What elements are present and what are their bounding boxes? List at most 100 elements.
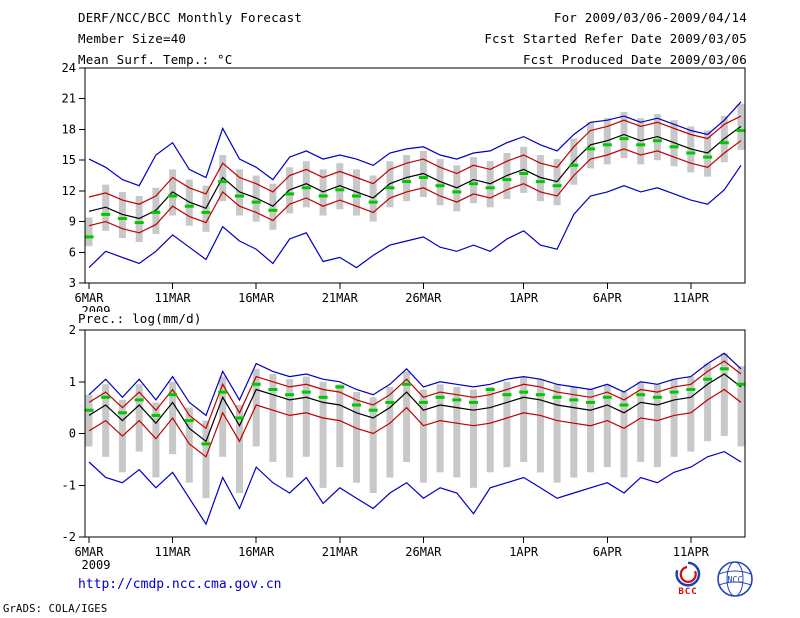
plot-frame	[84, 67, 746, 284]
observation-dash	[168, 393, 178, 397]
observation-dash	[636, 393, 646, 397]
observation-dash	[435, 184, 445, 188]
source-url-link[interactable]: http://cmdp.ncc.cma.gov.cn	[78, 577, 282, 592]
x-tick-label: 1APR	[509, 291, 539, 305]
x-tick-label: 11MAR	[155, 545, 192, 559]
x-tick-label: 6MAR	[75, 291, 105, 305]
ensemble-spread-bar	[486, 386, 494, 473]
ensemble-spread-bar	[553, 384, 561, 483]
ensemble-spread-bar	[152, 402, 160, 478]
observation-dash	[184, 419, 194, 423]
ensemble-spread-bar	[570, 386, 578, 478]
x-axis-year-label: 2009	[82, 558, 111, 569]
observation-dash	[318, 395, 328, 399]
y-tick-label: 21	[62, 92, 76, 106]
ensemble-spread-bar	[637, 381, 645, 462]
observation-dash	[285, 192, 295, 196]
y-tick-label: -1	[62, 478, 76, 492]
observation-dash	[469, 182, 478, 186]
observation-dash	[352, 194, 361, 198]
observation-dash	[235, 416, 244, 420]
observation-dash	[368, 408, 378, 412]
x-tick-label: 6MAR	[75, 545, 105, 559]
grads-credit: GrADS: COLA/IGES	[3, 603, 108, 615]
forecast-range-label: For 2009/03/06-2009/04/14	[553, 10, 747, 25]
bcc-logo-icon	[675, 561, 701, 587]
y-tick-label: -2	[62, 530, 76, 544]
observation-dash	[602, 143, 612, 147]
observation-dash	[402, 180, 412, 184]
observation-dash	[168, 194, 178, 198]
observation-dash	[101, 395, 111, 399]
ensemble-spread-bar	[520, 376, 528, 462]
observation-dash	[636, 143, 646, 147]
y-tick-label: 12	[62, 184, 76, 198]
observation-dash	[452, 398, 462, 402]
observation-dash	[235, 194, 244, 198]
ensemble-spread-bar	[85, 217, 93, 247]
refer-date-label: Fcst Started Refer Date 2009/03/05	[484, 31, 747, 46]
observation-dash	[586, 147, 595, 151]
ensemble-spread-bar	[403, 371, 411, 462]
observation-dash	[669, 390, 679, 394]
lower-quartile-line	[88, 388, 742, 458]
observation-dash	[703, 155, 713, 159]
y-tick-label: 24	[62, 62, 76, 75]
observation-dash	[251, 382, 261, 386]
ensemble-mean-line	[88, 373, 742, 443]
ensemble-spread-bar	[687, 376, 695, 452]
ensemble-spread-bar	[185, 407, 193, 483]
ensemble-spread-bar	[319, 381, 327, 488]
observation-dash	[335, 188, 345, 192]
observation-dash	[569, 398, 579, 402]
observation-dash	[719, 141, 729, 145]
observation-dash	[368, 200, 378, 204]
x-tick-label: 1APR	[509, 545, 539, 559]
x-tick-label: 26MAR	[405, 291, 442, 305]
ensemble-spread-bar	[369, 397, 377, 493]
observation-dash	[385, 400, 395, 404]
ensemble-spread-bar	[135, 384, 143, 452]
ensemble-spread-bar	[737, 366, 745, 447]
observation-dash	[201, 210, 211, 214]
observation-dash	[586, 400, 595, 404]
ensemble-spread-bar	[202, 420, 210, 499]
x-tick-label: 6APR	[593, 545, 623, 559]
x-tick-label: 6APR	[593, 291, 623, 305]
observation-dash	[418, 400, 428, 404]
observation-dash	[435, 395, 445, 399]
ensemble-spread-bar	[269, 374, 277, 462]
observation-dash	[285, 393, 295, 397]
observation-dash	[535, 180, 545, 184]
observation-dash	[652, 395, 662, 399]
ensemble-spread-bar	[286, 379, 294, 478]
ensemble-max-line	[88, 352, 742, 417]
observation-dash	[151, 413, 161, 417]
observation-dash	[84, 235, 94, 239]
ncc-logo-icon: NCC	[717, 561, 753, 597]
temperature-chart: 3 6 9 12 15 18 21 24 6MAR 11MAR 16MAR 21MAR 26MAR 1AP…	[62, 62, 746, 312]
observation-dash	[301, 390, 311, 394]
x-tick-label: 21MAR	[322, 545, 359, 559]
produced-date-label: Fcst Produced Date 2009/03/06	[522, 52, 747, 67]
ensemble-spread-bar	[470, 389, 477, 488]
observation-dash	[686, 151, 696, 155]
x-tick-label: 21MAR	[322, 291, 359, 305]
y-tick-label: 2	[69, 324, 76, 337]
ensemble-spread-bar	[603, 384, 611, 468]
ensemble-min-line	[88, 450, 742, 526]
observation-dash	[218, 390, 228, 394]
observation-dash	[101, 212, 111, 216]
ensemble-spread-bar	[453, 386, 461, 478]
ensemble-spread-bar	[536, 379, 544, 473]
observation-dash	[719, 367, 729, 371]
ncc-logo-label: NCC	[727, 576, 742, 586]
observation-dash	[134, 398, 144, 402]
observation-dash	[452, 190, 462, 194]
ensemble-mean-line	[88, 125, 742, 220]
observation-dash	[201, 442, 211, 446]
observation-dash	[485, 388, 495, 391]
ensemble-spread-bar	[704, 363, 712, 442]
x-tick-label: 16MAR	[238, 291, 275, 305]
